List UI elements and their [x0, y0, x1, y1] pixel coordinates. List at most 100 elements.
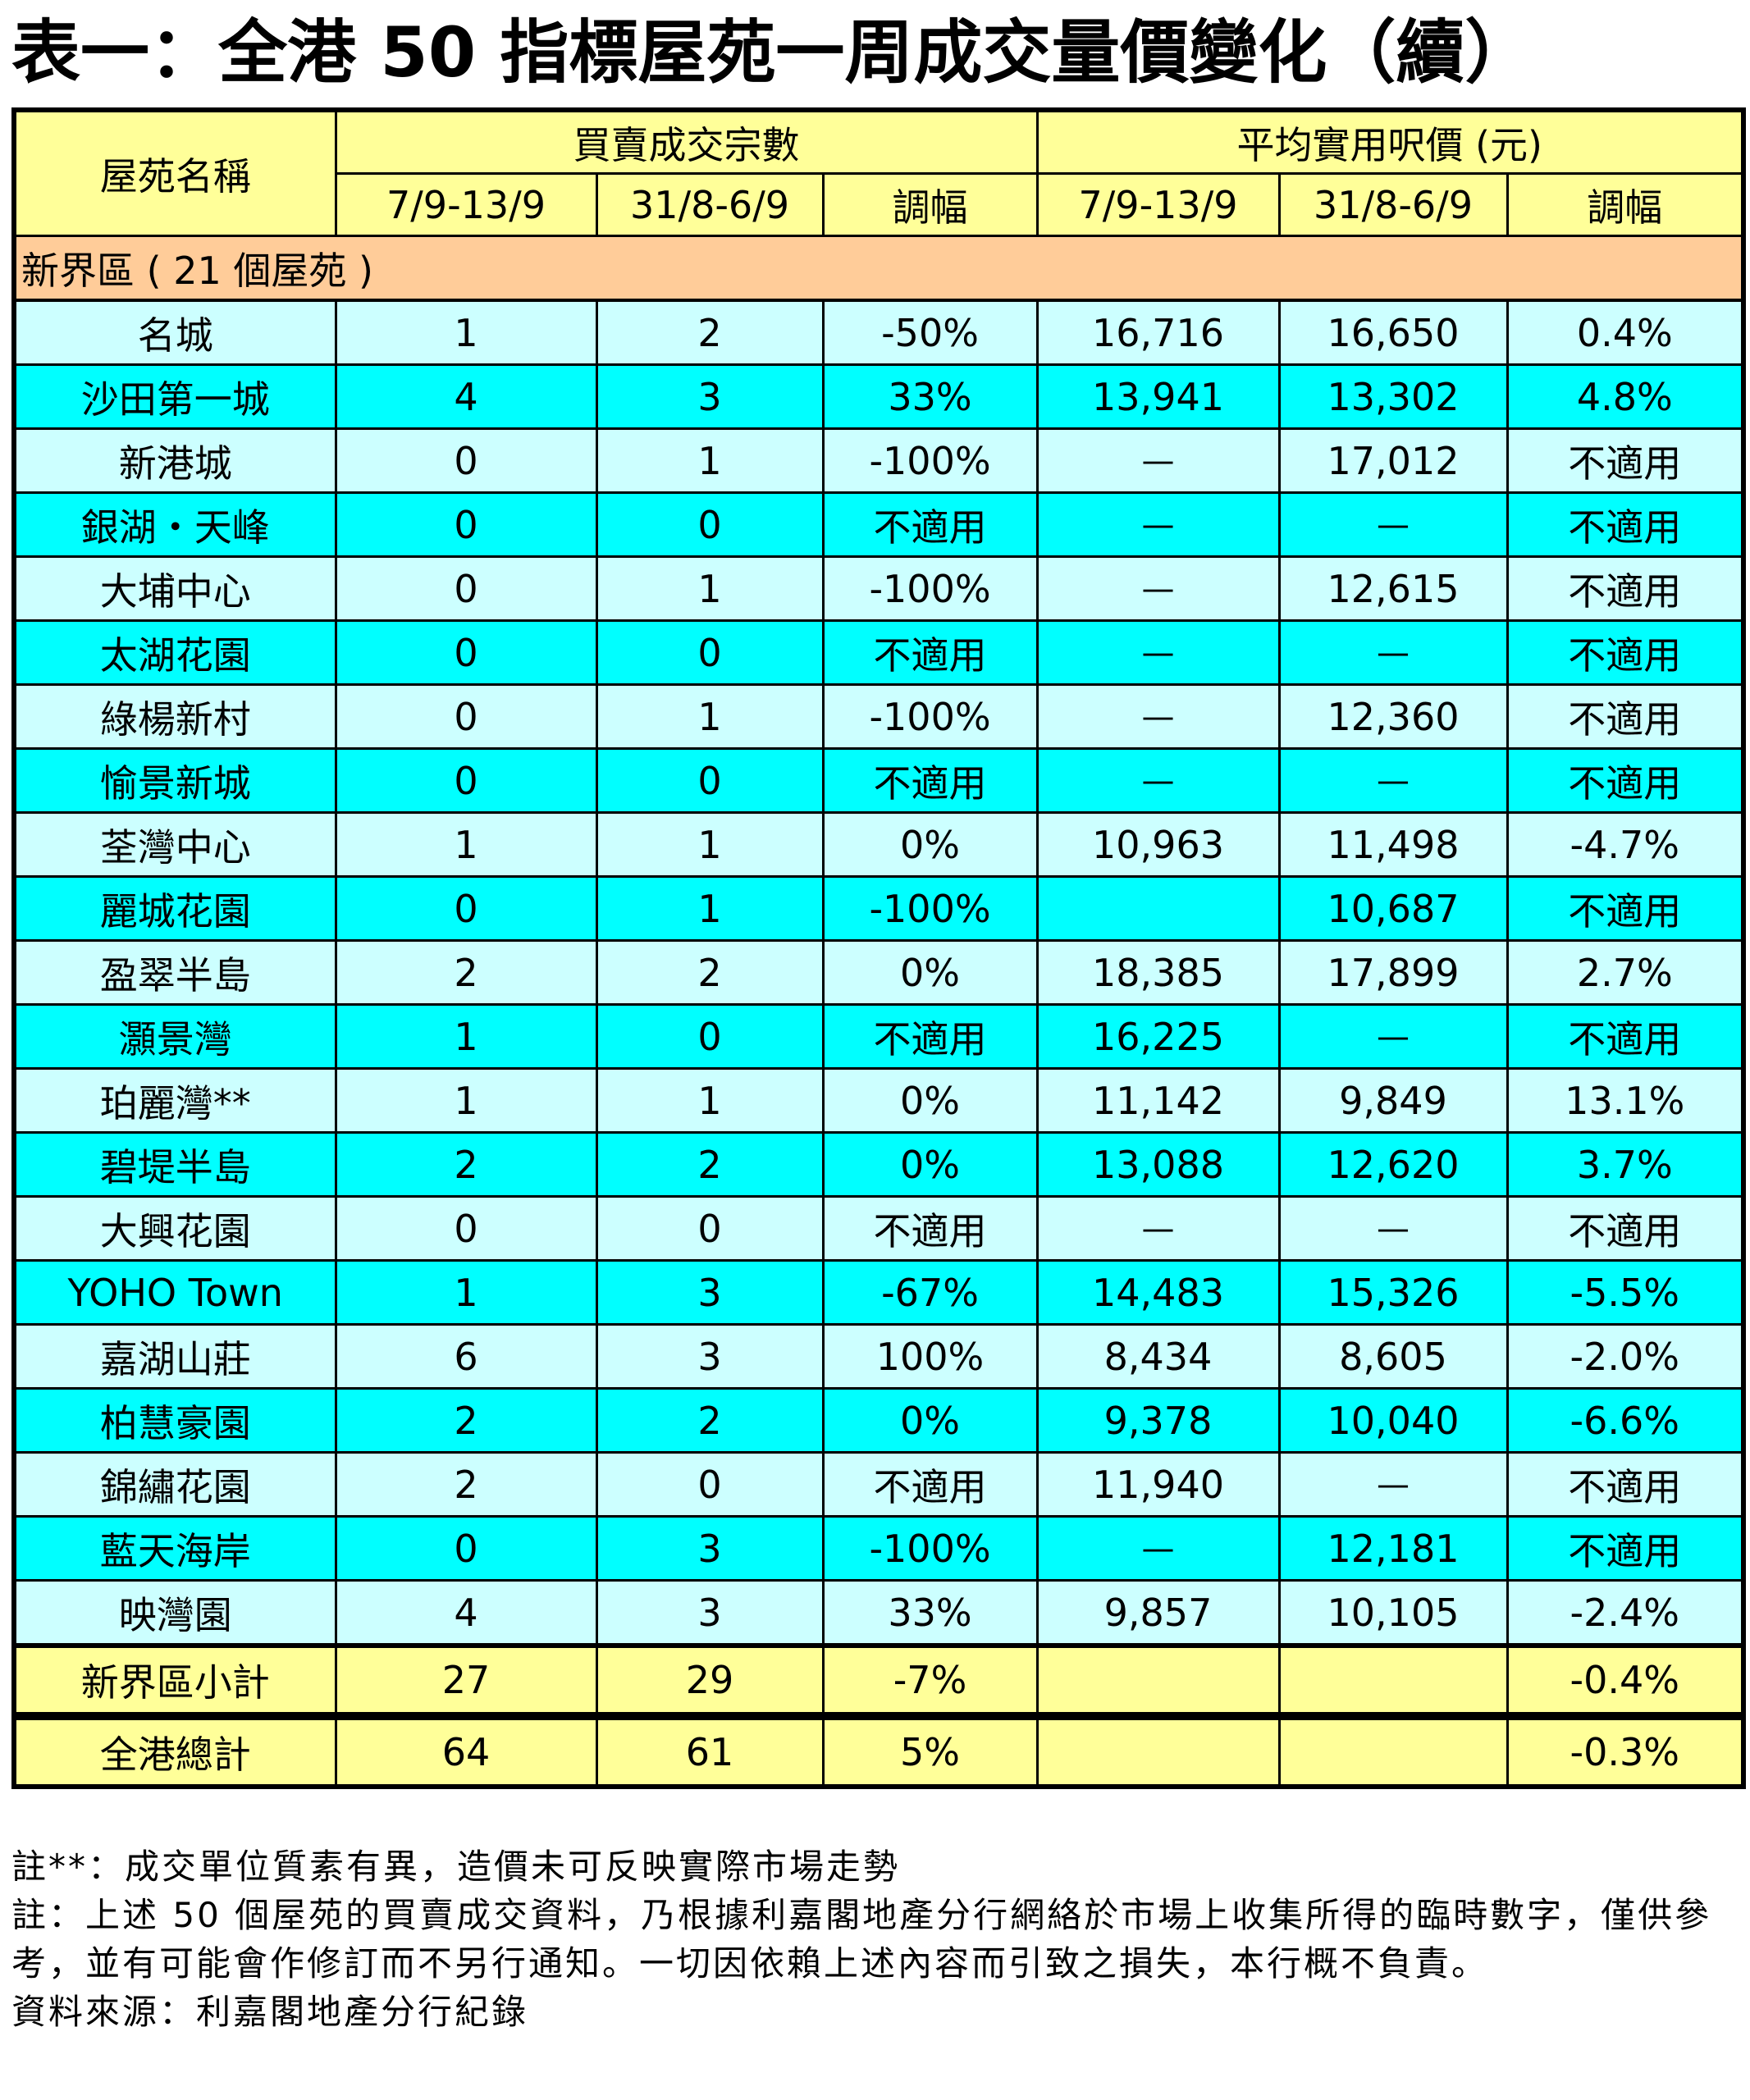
table-cell: 6: [334, 1323, 598, 1390]
table-row: 珀麗灣** 1 1 0% 11,142 9,849 13.1%: [12, 1067, 1745, 1134]
table-cell: 不適用: [1506, 555, 1745, 622]
table-cell: 0: [595, 619, 825, 686]
table-row: 映灣園 4 3 33% 9,857 10,105 -2.4%: [12, 1579, 1745, 1647]
table-cell: -0.4%: [1506, 1643, 1745, 1718]
estate-name: 珀麗灣**: [12, 1067, 337, 1134]
table-row: 愉景新城 0 0 不適用 — — 不適用: [12, 747, 1745, 814]
table-cell: -4.7%: [1506, 811, 1745, 878]
table-cell: 0%: [821, 1387, 1039, 1454]
table-cell: 27: [334, 1643, 598, 1718]
table-cell: —: [1035, 491, 1281, 558]
table-cell: 4.8%: [1506, 363, 1745, 430]
table-cell: 12,620: [1277, 1131, 1509, 1198]
table-cell: —: [1035, 555, 1281, 622]
note-quality: 註**：成交單位質素有異，造價未可反映實際市場走勢: [11, 1847, 901, 1887]
column-header: 31/8-6/9: [1277, 172, 1509, 237]
table-cell: 不適用: [821, 491, 1039, 558]
table-cell: 不適用: [1506, 1515, 1745, 1582]
table-cell: 0: [595, 1451, 825, 1518]
table-cell: -100%: [821, 427, 1039, 494]
table-row: 錦繡花園 2 0 不適用 11,940— 不適用: [12, 1451, 1745, 1518]
estate-name: 麗城花園: [12, 875, 337, 942]
header-row-periods: 7/9-13/9 31/8-6/9 調幅 7/9-13/9 31/8-6/9 調…: [14, 172, 1745, 237]
table-cell: 10,687: [1277, 875, 1509, 942]
table-cell: 61: [595, 1712, 825, 1788]
table-cell: 4: [334, 1579, 598, 1647]
table-cell: 0: [334, 555, 598, 622]
table-cell: 0%: [821, 1067, 1039, 1134]
table-cell: 不適用: [1506, 875, 1745, 942]
table-cell: 3: [595, 363, 825, 430]
table-cell: 12,181: [1277, 1515, 1509, 1582]
estate-name: 太湖花園: [12, 619, 337, 686]
table-cell: 不適用: [1506, 1195, 1745, 1262]
table-cell: 不適用: [821, 1451, 1039, 1518]
table-cell: 13,941: [1035, 363, 1281, 430]
table-cell: -67%: [821, 1259, 1039, 1326]
table-cell: 1: [334, 1003, 598, 1070]
table-cell: 100%: [821, 1323, 1039, 1390]
table-cell: 不適用: [1506, 619, 1745, 686]
column-header: 31/8-6/9: [595, 172, 825, 237]
table-cell: 0: [334, 491, 598, 558]
table-cell: —: [1035, 427, 1281, 494]
table-cell: 2.7%: [1506, 939, 1745, 1006]
table-cell: -5.5%: [1506, 1259, 1745, 1326]
estate-name: 柏慧豪園: [12, 1387, 337, 1454]
table-cell: —: [1035, 683, 1281, 750]
table-cell: —: [1277, 1195, 1509, 1262]
note-disclaimer: 註：上述 50 個屋苑的買賣成交資料，乃根據利嘉閣地產分行網絡於市場上收集所得的…: [11, 1895, 1712, 1984]
total-label: 全港總計: [12, 1712, 337, 1788]
table-cell: 0: [334, 683, 598, 750]
table-cell: 3: [595, 1259, 825, 1326]
table-cell: 15,326: [1277, 1259, 1509, 1326]
estate-name: 綠楊新村: [12, 683, 337, 750]
table-cell: 不適用: [1506, 683, 1745, 750]
table-cell: 3.7%: [1506, 1131, 1745, 1198]
table-cell: 2: [334, 1131, 598, 1198]
table-cell: 0: [595, 747, 825, 814]
table-cell: —: [1035, 1195, 1281, 1262]
table-cell: 12,615: [1277, 555, 1509, 622]
table-cell: 16,716: [1035, 299, 1281, 366]
table-row: 灝景灣 1 0 不適用 16,225— 不適用: [12, 1003, 1745, 1070]
table-cell: 2: [595, 299, 825, 366]
notes: 註**：成交單位質素有異，造價未可反映實際市場走勢 註：上述 50 個屋苑的買賣…: [11, 1842, 1743, 2036]
table-cell: [1035, 875, 1281, 942]
volume-group-header: 買賣成交宗數: [334, 108, 1039, 175]
table-cell: -50%: [821, 299, 1039, 366]
table-row: YOHO Town 1 3 -67% 14,483 15,326 -5.5%: [12, 1259, 1745, 1326]
estate-name: 灝景灣: [12, 1003, 337, 1070]
column-header: 調幅: [1506, 172, 1745, 237]
table-cell: 0%: [821, 811, 1039, 878]
table-cell: [1035, 1712, 1281, 1788]
estate-name: 荃灣中心: [12, 811, 337, 878]
table-cell: 不適用: [1506, 1451, 1745, 1518]
table-cell: -100%: [821, 683, 1039, 750]
table-cell: 不適用: [821, 619, 1039, 686]
table-cell: -2.4%: [1506, 1579, 1745, 1647]
table-cell: 0: [334, 619, 598, 686]
table-cell: 9,378: [1035, 1387, 1281, 1454]
table-row: 碧堤半島 2 2 0% 13,088 12,620 3.7%: [12, 1131, 1745, 1198]
table-cell: 1: [595, 427, 825, 494]
table-cell: 不適用: [1506, 1003, 1745, 1070]
column-header: 7/9-13/9: [1035, 172, 1281, 237]
table-cell: 0: [595, 491, 825, 558]
table-cell: 0%: [821, 939, 1039, 1006]
price-group-header: 平均實用呎價 (元): [1035, 108, 1745, 175]
table-cell: 不適用: [821, 747, 1039, 814]
table-cell: 16,650: [1277, 299, 1509, 366]
estate-name: 大興花園: [12, 1195, 337, 1262]
table-cell: 11,498: [1277, 811, 1509, 878]
table-cell: 0%: [821, 1131, 1039, 1198]
table-row: 綠楊新村 0 1 -100% —12,360 不適用: [12, 683, 1745, 750]
table-cell: 1: [595, 683, 825, 750]
table-cell: 0: [334, 1515, 598, 1582]
column-header: 7/9-13/9: [334, 172, 598, 237]
table-cell: 10,105: [1277, 1579, 1509, 1647]
table-cell: 9,849: [1277, 1067, 1509, 1134]
table-cell: 29: [595, 1643, 825, 1718]
subtotal-label: 新界區小計: [12, 1643, 337, 1718]
estate-name: 映灣園: [12, 1579, 337, 1647]
